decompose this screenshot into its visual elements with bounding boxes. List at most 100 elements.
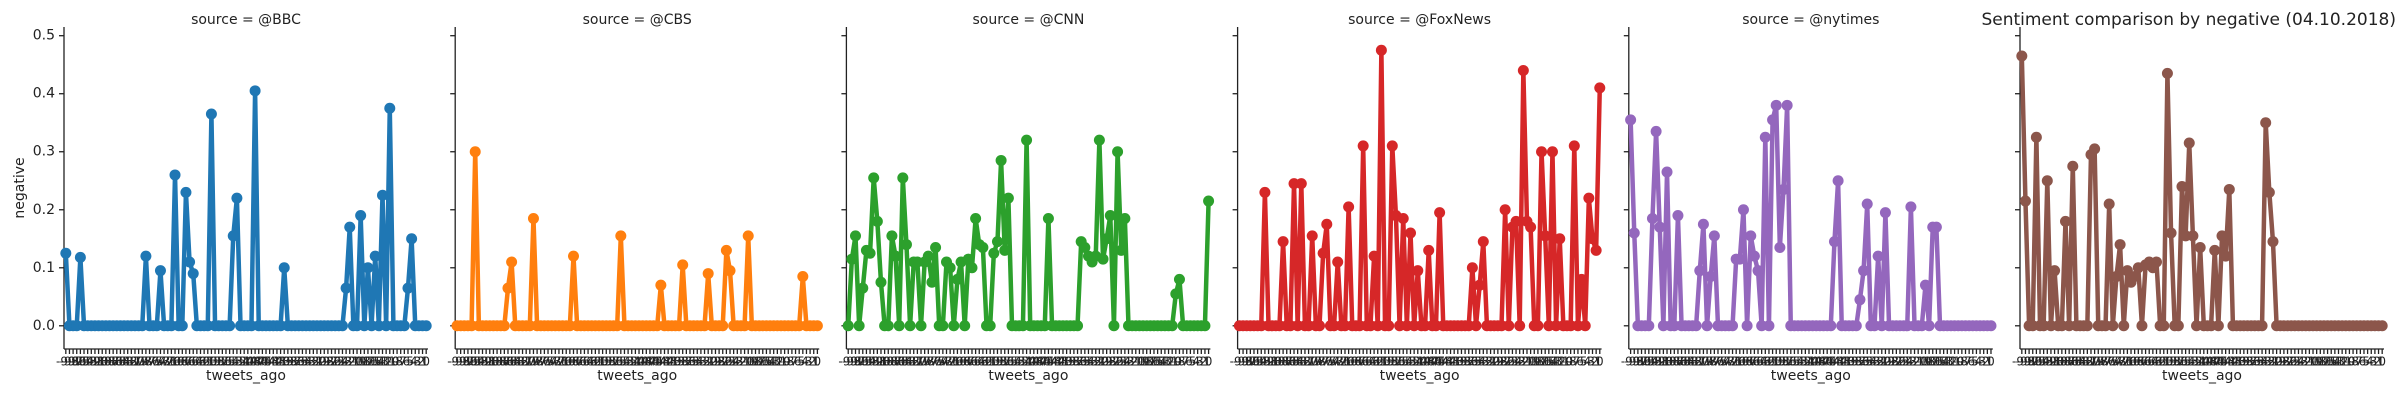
x-tick-label: -14 — [1539, 355, 1559, 369]
x-tick-label: -23 — [333, 355, 353, 369]
x-tick-label: -10 — [1162, 355, 1182, 369]
x-tick-label: -85 — [498, 355, 518, 369]
x-tick-label: -35 — [2245, 355, 2265, 369]
point — [402, 282, 414, 294]
x-tick-label: -45 — [1035, 355, 1055, 369]
x-tick-label: -43 — [2216, 355, 2236, 369]
point — [1697, 218, 1709, 230]
point — [893, 320, 905, 332]
x-tick-label: -95 — [1635, 355, 1655, 369]
x-tick-label: -66 — [176, 355, 196, 369]
x-tick-label: -61 — [2150, 355, 2170, 369]
x-tick-label: -88 — [878, 355, 898, 369]
y-axis-label: negative — [12, 157, 28, 218]
point — [1778, 183, 1789, 195]
x-tick-label: -96 — [1241, 355, 1261, 369]
point — [355, 210, 367, 222]
x-tick-label: -81 — [904, 355, 924, 369]
x-tick-label: -9 — [1170, 355, 1182, 369]
x-tick-label: -81 — [122, 355, 142, 369]
x-tick-label: -43 — [651, 355, 671, 369]
x-tick-label: -90 — [89, 355, 109, 369]
y-tick-label: 0.5 — [33, 28, 55, 44]
point — [875, 276, 887, 288]
x-tick-label: -97 — [63, 355, 83, 369]
x-tick-label: -94 — [2030, 355, 2050, 369]
point — [1594, 82, 1606, 94]
x-tick-label: -12 — [1155, 355, 1175, 369]
x-tick-label: -42 — [1828, 355, 1848, 369]
x-tick-label: -25 — [2281, 355, 2301, 369]
y-tick-label: 0.2 — [33, 202, 55, 218]
x-tick-label: -34 — [2249, 355, 2269, 369]
x-tick-label: -92 — [1646, 355, 1666, 369]
x-tick-label: -48 — [1806, 355, 1826, 369]
x-tick-label: -31 — [2260, 355, 2280, 369]
x-tick-label: -73 — [151, 355, 171, 369]
point — [1397, 212, 1409, 224]
x-tick-label: -29 — [702, 355, 722, 369]
point — [977, 241, 989, 253]
x-tick-label: -58 — [205, 355, 225, 369]
point — [1745, 230, 1757, 242]
x-tick-label: -72 — [2110, 355, 2130, 369]
point — [384, 102, 396, 114]
x-tick-label: -3 — [2365, 355, 2377, 369]
x-tick-label: -55 — [1390, 355, 1410, 369]
point — [1317, 247, 1329, 259]
x-tick-label: -91 — [2041, 355, 2061, 369]
point — [1854, 294, 1866, 306]
point — [184, 256, 196, 268]
point — [962, 253, 974, 265]
point — [1661, 166, 1673, 178]
panel-title: source = @nytimes — [1742, 12, 1879, 28]
x-tick-label: -62 — [1364, 355, 1384, 369]
x-tick-label: -62 — [973, 355, 993, 369]
x-tick-label: -96 — [2023, 355, 2043, 369]
x-tick-label: -97 — [1628, 355, 1648, 369]
x-tick-label: -37 — [1455, 355, 1475, 369]
point — [2260, 117, 2272, 129]
point — [1021, 134, 1033, 146]
x-tick-label: -89 — [1266, 355, 1286, 369]
point — [937, 320, 949, 332]
point — [1587, 233, 1598, 245]
x-tick-label: -49 — [2194, 355, 2214, 369]
x-tick-label: -84 — [2067, 355, 2087, 369]
x-tick-label: -21 — [731, 355, 751, 369]
x-tick-label: -54 — [1002, 355, 1022, 369]
x-tick-label: -45 — [2209, 355, 2229, 369]
x-tick-label: -81 — [2078, 355, 2098, 369]
x-tick-label: -66 — [1741, 355, 1761, 369]
point — [702, 268, 714, 280]
x-tick-label: -19 — [1521, 355, 1541, 369]
x-tick-label: -56 — [995, 355, 1015, 369]
point — [1825, 320, 1837, 332]
x-tick-label: -47 — [2201, 355, 2221, 369]
x-tick-label: -66 — [959, 355, 979, 369]
x-tick-label: -16 — [749, 355, 769, 369]
x-tick-label: -29 — [2267, 355, 2287, 369]
point — [717, 320, 729, 332]
x-tick-label: -13 — [2325, 355, 2345, 369]
x-tick-label: -23 — [1115, 355, 1135, 369]
x-tick-label: -3 — [409, 355, 421, 369]
x-tick-label: -11 — [1550, 355, 1570, 369]
x-tick-label: -79 — [1694, 355, 1714, 369]
x-tick-label: -63 — [969, 355, 989, 369]
x-tick-label: -93 — [1643, 355, 1663, 369]
point — [720, 244, 732, 256]
x-tick-label: -43 — [1042, 355, 1062, 369]
point — [2209, 244, 2221, 256]
x-tick-label: -17 — [354, 355, 374, 369]
x-tick-label: -60 — [980, 355, 1000, 369]
x-tick-label: -17 — [1137, 355, 1157, 369]
x-tick-label: -26 — [322, 355, 342, 369]
point — [1295, 178, 1307, 190]
x-tick-label: -36 — [2241, 355, 2261, 369]
point — [2158, 320, 2170, 332]
x-tick-label: -85 — [1281, 355, 1301, 369]
x-tick-label: -29 — [1093, 355, 1113, 369]
point — [1576, 273, 1588, 285]
point — [205, 108, 217, 120]
